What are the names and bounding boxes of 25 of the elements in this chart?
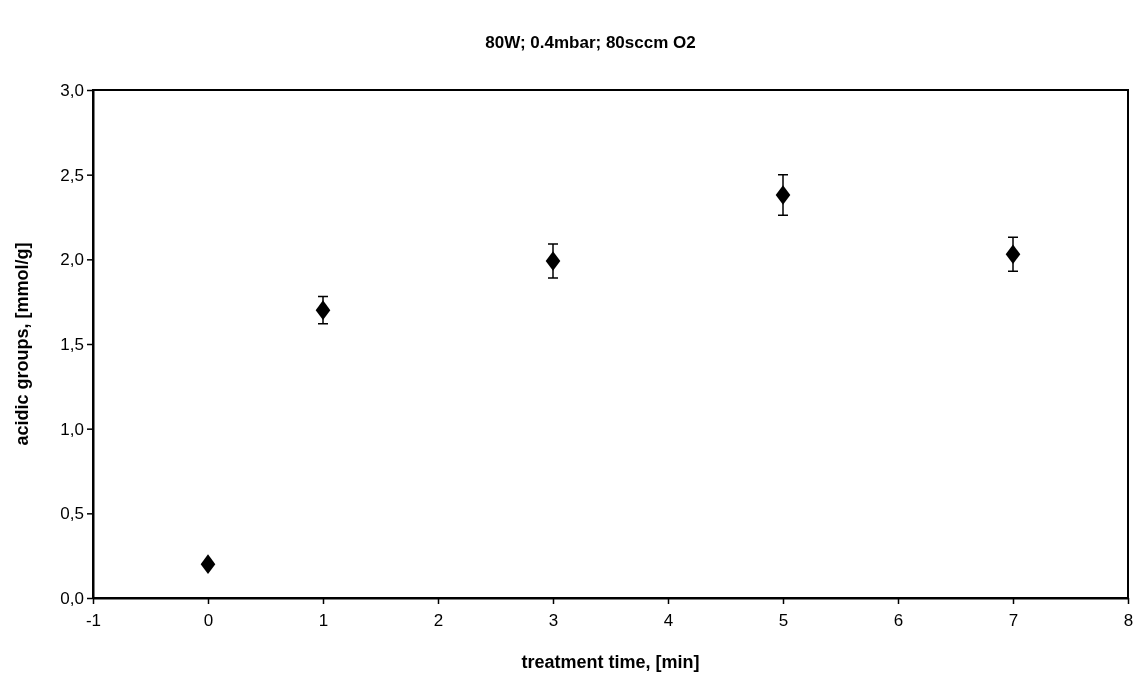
x-tick-label: 7 [1008, 610, 1019, 630]
y-tick-label: 2,0 [60, 250, 84, 270]
chart-title: 80W; 0.4mbar; 80sccm O2 [485, 33, 696, 52]
x-tick-label: 5 [778, 610, 789, 630]
point [545, 251, 561, 271]
x-tick-label: 1 [318, 610, 329, 630]
x-tick-label: 4 [663, 610, 674, 630]
y-tick-label: 3,0 [60, 80, 84, 100]
y-tick-label: 0,5 [60, 504, 84, 524]
y-axis-title: acidic groups, [mmol/g] [12, 242, 32, 446]
x-tick-label: 2 [433, 610, 444, 630]
x-tick-label: 8 [1123, 610, 1134, 630]
point [315, 300, 331, 320]
point [1005, 244, 1021, 265]
x-tick-label: -1 [85, 610, 102, 630]
x-tick-label: 3 [548, 610, 559, 630]
x-tick-label: 6 [893, 610, 904, 630]
x-axis-title: treatment time, [min] [521, 652, 700, 672]
y-tick-label: 2,5 [60, 165, 84, 185]
x-tick-label: 0 [203, 610, 214, 630]
y-tick-label: 1,0 [60, 419, 84, 439]
point [775, 185, 791, 205]
y-tick-label: 0,0 [60, 588, 84, 608]
point [200, 554, 216, 574]
y-tick-label: 1,5 [60, 334, 84, 354]
